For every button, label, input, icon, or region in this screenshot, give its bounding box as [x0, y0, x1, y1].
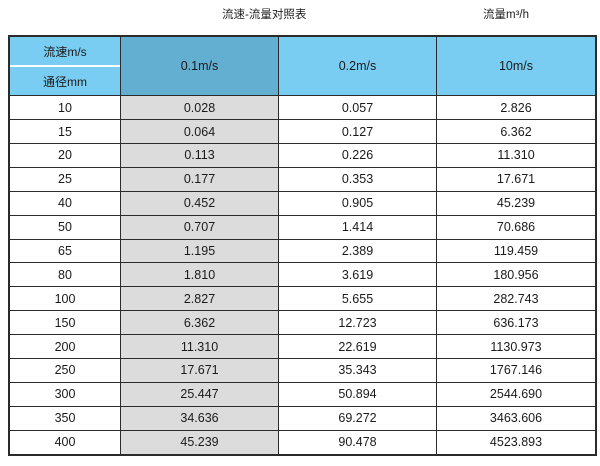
table-row: 150 6.362 12.723 636.173 [8, 310, 597, 336]
table-row: 10 0.028 0.057 2.826 [8, 95, 597, 121]
cell-flow-01: 0.177 [120, 166, 279, 192]
cell-flow-10: 17.671 [436, 166, 597, 192]
cell-diameter: 10 [8, 95, 121, 121]
cell-flow-10: 180.956 [436, 262, 597, 288]
header-corner-cell: 流速m/s 通径mm [8, 35, 121, 97]
header-column-0: 0.1m/s [120, 35, 279, 97]
table-row: 40 0.452 0.905 45.239 [8, 190, 597, 216]
table-row: 25 0.177 0.353 17.671 [8, 166, 597, 192]
cell-flow-02: 0.226 [278, 143, 437, 168]
cell-flow-10: 1767.146 [436, 358, 597, 383]
header-column-2: 10m/s [436, 35, 597, 97]
table-header-row: 流速m/s 通径mm 0.1m/s 0.2m/s 10m/s [8, 35, 597, 97]
cell-flow-01: 0.113 [120, 143, 279, 168]
cell-flow-01: 0.064 [120, 119, 279, 145]
cell-diameter: 20 [8, 143, 121, 168]
cell-flow-02: 3.619 [278, 262, 437, 288]
cell-flow-01: 0.452 [120, 190, 279, 216]
cell-flow-02: 0.905 [278, 190, 437, 216]
cell-flow-02: 5.655 [278, 286, 437, 312]
cell-flow-02: 2.389 [278, 238, 437, 264]
cell-flow-02: 12.723 [278, 310, 437, 336]
cell-flow-10: 3463.606 [436, 405, 597, 431]
table-row: 200 11.310 22.619 1130.973 [8, 334, 597, 360]
cell-flow-10: 11.310 [436, 143, 597, 168]
cell-flow-02: 0.057 [278, 95, 437, 121]
cell-flow-10: 119.459 [436, 238, 597, 264]
cell-flow-10: 282.743 [436, 286, 597, 312]
table-row: 400 45.239 90.478 4523.893 [8, 429, 597, 456]
flow-unit-label: 流量m³/h [483, 9, 529, 21]
cell-flow-02: 50.894 [278, 381, 437, 407]
cell-diameter: 80 [8, 262, 121, 288]
caption-bar: 流速-流量对照表 流量m³/h [0, 0, 600, 35]
cell-flow-01: 17.671 [120, 358, 279, 383]
header-diameter-label: 通径mm [10, 67, 120, 96]
cell-diameter: 300 [8, 381, 121, 407]
cell-flow-10: 2544.690 [436, 381, 597, 407]
cell-flow-10: 636.173 [436, 310, 597, 336]
flow-velocity-table-container: 流速m/s 通径mm 0.1m/s 0.2m/s 10m/s 10 0.028 … [8, 35, 597, 456]
header-velocity-label: 流速m/s [10, 37, 120, 68]
cell-flow-02: 69.272 [278, 405, 437, 431]
cell-flow-10: 1130.973 [436, 334, 597, 360]
cell-flow-01: 0.707 [120, 214, 279, 240]
cell-flow-10: 4523.893 [436, 429, 597, 456]
table-row: 15 0.064 0.127 6.362 [8, 119, 597, 145]
table-row: 65 1.195 2.389 119.459 [8, 238, 597, 264]
cell-diameter: 150 [8, 310, 121, 336]
cell-flow-01: 2.827 [120, 286, 279, 312]
table-body: 流速m/s 通径mm 0.1m/s 0.2m/s 10m/s 10 0.028 … [8, 35, 597, 456]
table-row: 50 0.707 1.414 70.686 [8, 214, 597, 240]
table-row: 350 34.636 69.272 3463.606 [8, 405, 597, 431]
cell-diameter: 350 [8, 405, 121, 431]
cell-diameter: 25 [8, 166, 121, 192]
cell-diameter: 400 [8, 429, 121, 456]
flow-velocity-table: 流速m/s 通径mm 0.1m/s 0.2m/s 10m/s 10 0.028 … [8, 35, 597, 456]
cell-flow-02: 0.353 [278, 166, 437, 192]
table-row: 250 17.671 35.343 1767.146 [8, 358, 597, 383]
cell-flow-10: 2.826 [436, 95, 597, 121]
cell-diameter: 50 [8, 214, 121, 240]
cell-diameter: 40 [8, 190, 121, 216]
table-row: 80 1.810 3.619 180.956 [8, 262, 597, 288]
table-row: 300 25.447 50.894 2544.690 [8, 381, 597, 407]
cell-flow-01: 34.636 [120, 405, 279, 431]
cell-flow-01: 25.447 [120, 381, 279, 407]
cell-flow-01: 1.810 [120, 262, 279, 288]
cell-flow-02: 1.414 [278, 214, 437, 240]
cell-diameter: 15 [8, 119, 121, 145]
cell-flow-02: 90.478 [278, 429, 437, 456]
cell-flow-01: 1.195 [120, 238, 279, 264]
cell-flow-10: 70.686 [436, 214, 597, 240]
cell-flow-02: 22.619 [278, 334, 437, 360]
cell-flow-10: 6.362 [436, 119, 597, 145]
cell-diameter: 200 [8, 334, 121, 360]
cell-flow-01: 11.310 [120, 334, 279, 360]
table-row: 100 2.827 5.655 282.743 [8, 286, 597, 312]
cell-diameter: 250 [8, 358, 121, 383]
cell-flow-10: 45.239 [436, 190, 597, 216]
header-column-1: 0.2m/s [278, 35, 437, 97]
cell-flow-01: 45.239 [120, 429, 279, 456]
cell-flow-01: 6.362 [120, 310, 279, 336]
page-title: 流速-流量对照表 [222, 9, 307, 21]
cell-diameter: 65 [8, 238, 121, 264]
cell-diameter: 100 [8, 286, 121, 312]
table-row: 20 0.113 0.226 11.310 [8, 143, 597, 168]
cell-flow-01: 0.028 [120, 95, 279, 121]
cell-flow-02: 35.343 [278, 358, 437, 383]
cell-flow-02: 0.127 [278, 119, 437, 145]
